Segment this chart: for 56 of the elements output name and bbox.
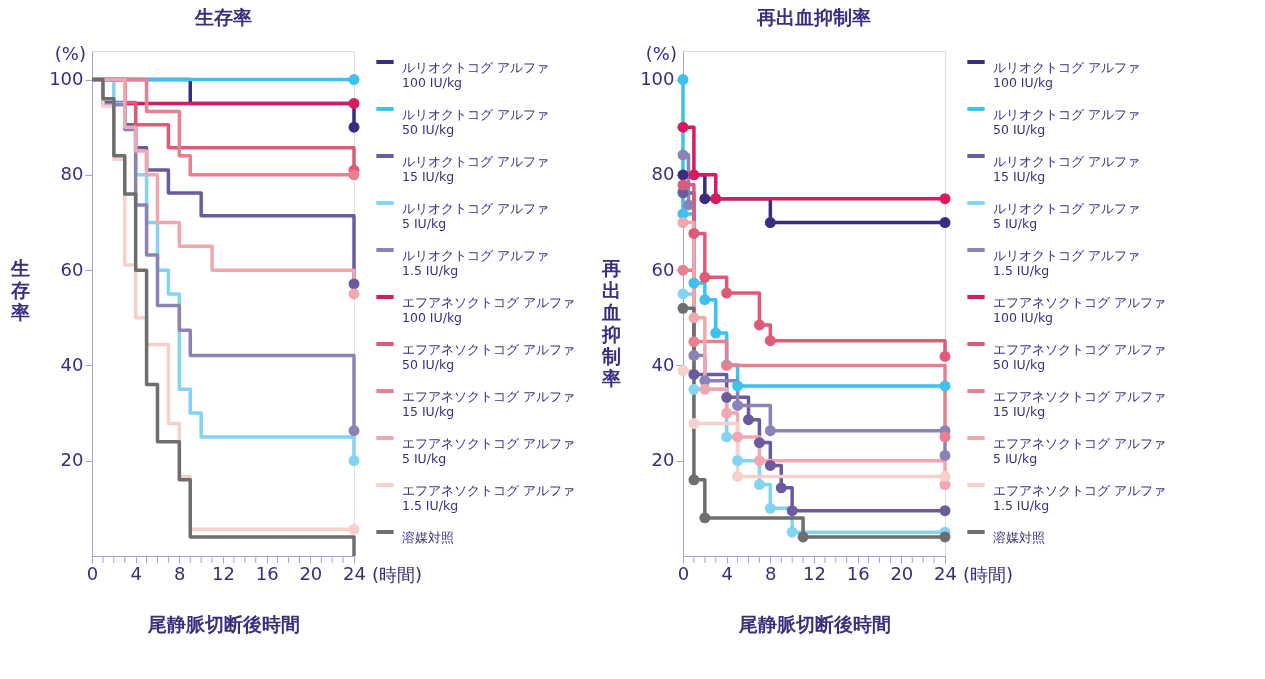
x-tick-label: 8	[174, 562, 186, 584]
y-axis-title: 生存率	[10, 256, 30, 323]
legend-label: ルリオクトコグ アルファ 5 IU/kg	[402, 201, 549, 231]
legend-label: エフアネソクトコグ アルファ 1.5 IU/kg	[993, 483, 1166, 513]
x-tick-label: 12	[803, 562, 826, 584]
x-tick-label: 16	[255, 562, 279, 584]
chart-title: 生存率	[193, 6, 252, 28]
text: (%)	[645, 43, 677, 64]
legend-label: ルリオクトコグ アルファ 1.5 IU/kg	[993, 248, 1140, 278]
x-axis-title: 尾静脈切断後時間	[146, 612, 300, 635]
legend-label: ルリオクトコグ アルファ 15 IU/kg	[402, 154, 549, 184]
x-tick-label: 8	[765, 562, 777, 584]
y-tick-label: 60	[60, 258, 84, 280]
y-tick-label: 40	[651, 353, 675, 375]
text: (時間)	[963, 564, 1014, 585]
y-tick-label: 80	[651, 163, 675, 185]
y-tick-label: 100	[49, 68, 84, 90]
legend-label: ルリオクトコグ アルファ 100 IU/kg	[993, 60, 1140, 90]
legend-label: エフアネソクトコグ アルファ 100 IU/kg	[993, 295, 1166, 325]
legend-label: エフアネソクトコグ アルファ 50 IU/kg	[993, 342, 1166, 372]
x-tick-label: 0	[86, 562, 99, 584]
legend-label: 溶媒対照	[993, 530, 1045, 545]
x-tick-label: 12	[212, 562, 235, 584]
legend-label: 溶媒対照	[402, 530, 454, 545]
y-tick-label: 20	[651, 449, 675, 471]
legend-label: エフアネソクトコグ アルファ 1.5 IU/kg	[402, 483, 575, 513]
legend-label: エフアネソクトコグ アルファ 15 IU/kg	[993, 389, 1166, 419]
y-tick-label: 100	[640, 68, 675, 90]
legend-label: ルリオクトコグ アルファ 15 IU/kg	[993, 154, 1140, 184]
y-tick-label: 80	[60, 163, 84, 185]
x-tick-label: 16	[846, 562, 870, 584]
x-tick-label: 4	[130, 562, 142, 584]
y-tick-label: 20	[60, 449, 84, 471]
legend-label: ルリオクトコグ アルファ 100 IU/kg	[402, 60, 549, 90]
legend-label: ルリオクトコグ アルファ 1.5 IU/kg	[402, 248, 549, 278]
legend-label: エフアネソクトコグ アルファ 5 IU/kg	[993, 436, 1166, 466]
legend-label: ルリオクトコグ アルファ 5 IU/kg	[993, 201, 1140, 231]
legend-label: エフアネソクトコグ アルファ 100 IU/kg	[402, 295, 575, 325]
legend-label: エフアネソクトコグ アルファ 50 IU/kg	[402, 342, 575, 372]
legend-label: ルリオクトコグ アルファ 50 IU/kg	[993, 107, 1140, 137]
text: (時間)	[372, 564, 423, 585]
x-tick-label: 20	[299, 562, 323, 584]
x-axis-title: 尾静脈切断後時間	[737, 612, 891, 635]
legend-label: エフアネソクトコグ アルファ 5 IU/kg	[402, 436, 575, 466]
x-tick-label: 20	[890, 562, 914, 584]
x-tick-label: 24	[934, 562, 957, 584]
y-tick-label: 60	[651, 258, 675, 280]
legend-label: ルリオクトコグ アルファ 50 IU/kg	[402, 107, 549, 137]
x-tick-label: 4	[721, 562, 733, 584]
legend-label: エフアネソクトコグ アルファ 15 IU/kg	[402, 389, 575, 419]
x-tick-label: 24	[343, 562, 366, 584]
y-axis-title: 再出血抑制率	[601, 256, 621, 389]
y-tick-label: 40	[60, 353, 84, 375]
x-tick-label: 0	[677, 562, 690, 584]
chart-title: 再出血抑制率	[756, 6, 871, 28]
text: (%)	[54, 43, 86, 64]
